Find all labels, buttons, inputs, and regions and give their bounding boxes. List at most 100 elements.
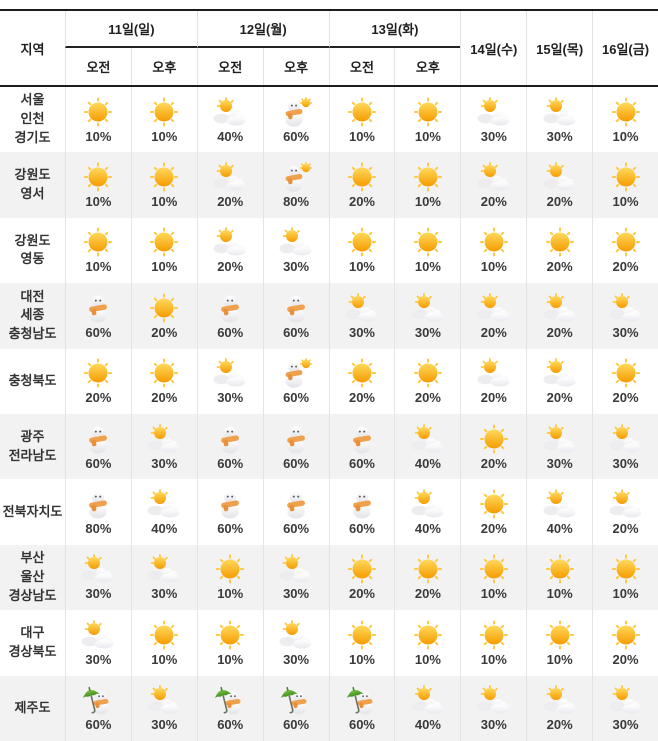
forecast-cell: 10% bbox=[592, 87, 658, 153]
forecast-cell: 60% bbox=[262, 413, 329, 480]
forecast-cell: 10% bbox=[130, 217, 197, 284]
precip-probability: 60% bbox=[348, 717, 375, 733]
forecast-cell: 60% bbox=[65, 675, 131, 741]
forecast-cell: 20% bbox=[526, 152, 592, 218]
top-margin bbox=[0, 0, 658, 9]
forecast-cell: 60% bbox=[262, 283, 329, 349]
precip-probability: 20% bbox=[151, 324, 178, 340]
sunny-icon bbox=[543, 226, 577, 257]
snow-icon bbox=[213, 292, 247, 323]
precip-probability: 30% bbox=[283, 651, 310, 667]
partly-cloudy-icon bbox=[411, 684, 445, 715]
forecast-cell: 10% bbox=[394, 610, 460, 676]
sunny-icon bbox=[411, 161, 445, 192]
forecast-cell: 20% bbox=[130, 283, 197, 349]
table-row: 전북자치도 80% 40% 60% 60% bbox=[0, 479, 658, 545]
precip-probability: 60% bbox=[85, 455, 112, 471]
sunny-icon bbox=[147, 619, 181, 650]
sunny-icon bbox=[345, 161, 379, 192]
partly-cloudy-icon bbox=[543, 357, 577, 388]
sunny-icon bbox=[609, 619, 643, 650]
header-bottom-border bbox=[0, 85, 658, 87]
forecast-cell: 10% bbox=[65, 152, 131, 218]
precip-probability: 10% bbox=[612, 128, 639, 144]
forecast-cell: 20% bbox=[526, 348, 592, 414]
table-row: 부산 울산 경상남도 30% 30% 10% bbox=[0, 544, 658, 611]
precip-probability: 30% bbox=[151, 586, 178, 602]
forecast-cell: 30% bbox=[262, 610, 329, 676]
column-header-pm: 오후 bbox=[130, 48, 197, 85]
sunny-icon bbox=[609, 161, 643, 192]
forecast-cell: 10% bbox=[592, 544, 658, 611]
sunny-icon bbox=[81, 161, 115, 192]
precip-probability: 30% bbox=[85, 651, 112, 667]
forecast-cell: 10% bbox=[130, 152, 197, 218]
forecast-cell: 60% bbox=[65, 283, 131, 349]
precip-probability: 80% bbox=[283, 194, 310, 210]
column-header-day-14: 14일(수) bbox=[460, 11, 526, 85]
precip-probability: 60% bbox=[283, 455, 310, 471]
forecast-cell: 40% bbox=[394, 413, 460, 480]
precip-probability: 10% bbox=[217, 586, 244, 602]
precip-probability: 20% bbox=[480, 521, 507, 537]
column-header-day-group-13: 13일(화) bbox=[328, 11, 461, 48]
forecast-cell: 40% bbox=[130, 479, 197, 545]
table-row: 강원도 영동 10% 10% 20% bbox=[0, 217, 658, 284]
precip-probability: 30% bbox=[612, 717, 639, 733]
forecast-cell: 60% bbox=[328, 479, 395, 545]
forecast-cell: 20% bbox=[460, 283, 526, 349]
precip-probability: 10% bbox=[612, 194, 639, 210]
partly-cloudy-icon bbox=[81, 619, 115, 650]
forecast-cell: 20% bbox=[196, 217, 263, 284]
forecast-cell: 60% bbox=[262, 479, 329, 545]
forecast-cell: 10% bbox=[65, 87, 131, 153]
forecast-cell: 60% bbox=[262, 675, 329, 741]
precip-probability: 20% bbox=[414, 390, 441, 406]
forecast-cell: 10% bbox=[592, 152, 658, 218]
precip-probability: 10% bbox=[348, 651, 375, 667]
precip-probability: 20% bbox=[414, 586, 441, 602]
precip-probability: 30% bbox=[480, 717, 507, 733]
precip-probability: 60% bbox=[283, 521, 310, 537]
precip-probability: 60% bbox=[348, 521, 375, 537]
forecast-cell: 30% bbox=[328, 283, 395, 349]
forecast-cell: 20% bbox=[460, 152, 526, 218]
precip-probability: 60% bbox=[217, 455, 244, 471]
partly-cloudy-icon bbox=[213, 226, 247, 257]
forecast-cell: 60% bbox=[328, 675, 395, 741]
precip-probability: 80% bbox=[85, 521, 112, 537]
precip-probability: 40% bbox=[414, 717, 441, 733]
precip-probability: 60% bbox=[283, 128, 310, 144]
forecast-cell: 10% bbox=[526, 610, 592, 676]
sunny-icon bbox=[477, 423, 511, 454]
forecast-cell: 10% bbox=[460, 217, 526, 284]
partly-cloudy-icon bbox=[411, 488, 445, 519]
precip-probability: 60% bbox=[283, 717, 310, 733]
table-row: 충청북도 20% 20% 30% bbox=[0, 348, 658, 414]
snow-icon bbox=[345, 423, 379, 454]
precip-probability: 10% bbox=[348, 259, 375, 275]
region-label: 충청북도 bbox=[8, 372, 57, 388]
snow-icon bbox=[81, 488, 115, 519]
forecast-cell: 60% bbox=[196, 675, 263, 741]
column-header-pm: 오후 bbox=[394, 48, 460, 85]
precip-probability: 30% bbox=[217, 390, 244, 406]
forecast-cell: 40% bbox=[196, 87, 263, 153]
sunny-icon bbox=[147, 292, 181, 323]
sunny-icon bbox=[345, 226, 379, 257]
partly-cloudy-icon bbox=[411, 423, 445, 454]
forecast-cell: 80% bbox=[65, 479, 131, 545]
forecast-cell: 10% bbox=[130, 610, 197, 676]
forecast-cell: 30% bbox=[592, 413, 658, 480]
precip-probability: 30% bbox=[85, 586, 112, 602]
rain-or-snow-icon bbox=[345, 684, 379, 715]
forecast-cell: 10% bbox=[65, 217, 131, 284]
precip-probability: 60% bbox=[85, 717, 112, 733]
snow-icon bbox=[279, 488, 313, 519]
forecast-cell: 10% bbox=[394, 217, 460, 284]
forecast-cell: 30% bbox=[262, 544, 329, 611]
column-header-day-group-12: 12일(월) bbox=[196, 11, 329, 48]
sunny-icon bbox=[147, 226, 181, 257]
precip-probability: 10% bbox=[480, 586, 507, 602]
precip-probability: 20% bbox=[480, 194, 507, 210]
